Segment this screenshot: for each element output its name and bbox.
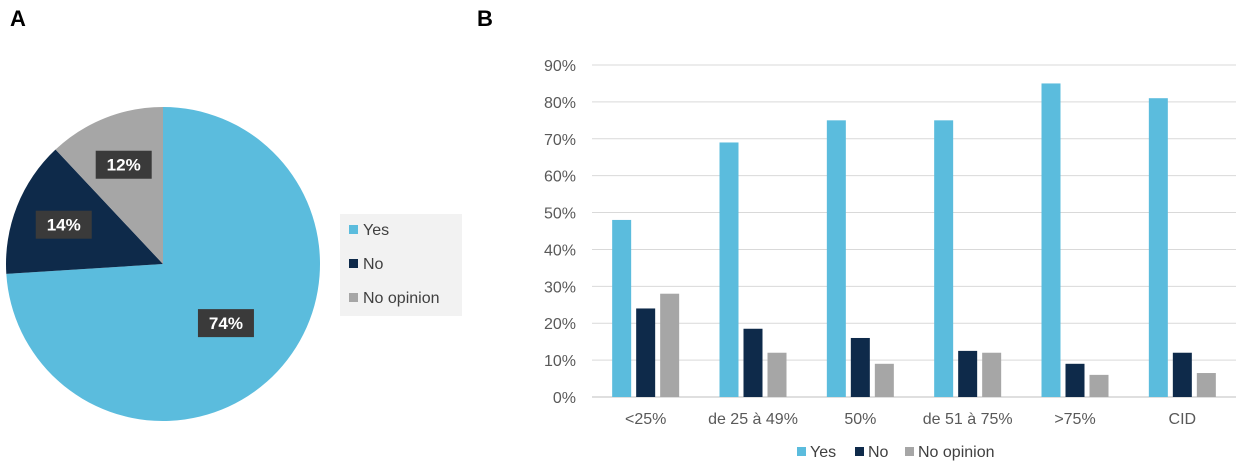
pie-data-label: 12% bbox=[107, 156, 141, 175]
legend-swatch-no bbox=[349, 259, 358, 268]
y-tick-label: 40% bbox=[544, 242, 576, 259]
legend-label-no-opinion: No opinion bbox=[918, 444, 995, 461]
legend-swatch-no-opinion bbox=[349, 293, 358, 302]
panel-label-b: B bbox=[477, 6, 493, 31]
bar-no-opinion bbox=[767, 352, 787, 397]
y-tick-label: 20% bbox=[544, 316, 576, 333]
bar-no-opinion bbox=[874, 363, 894, 397]
legend-label-yes: Yes bbox=[810, 444, 836, 461]
bar-yes bbox=[1041, 83, 1061, 397]
x-tick-label: 50% bbox=[844, 411, 876, 428]
y-tick-label: 50% bbox=[544, 206, 576, 223]
pie-chart: 74% 14% 12% Yes No No opinion bbox=[6, 107, 462, 421]
legend-swatch-yes bbox=[797, 447, 806, 456]
bar-yes bbox=[719, 142, 739, 397]
bar-no bbox=[850, 337, 870, 397]
bar-no-opinion bbox=[1196, 373, 1216, 397]
pie-data-label: 14% bbox=[47, 216, 81, 235]
x-tick-label: de 25 à 49% bbox=[708, 411, 798, 428]
y-tick-label: 0% bbox=[553, 390, 576, 407]
y-tick-label: 70% bbox=[544, 132, 576, 149]
bar-yes bbox=[1148, 98, 1168, 397]
bar-no bbox=[636, 308, 656, 397]
pie-data-label-box bbox=[35, 210, 92, 239]
y-tick-label: 30% bbox=[544, 279, 576, 296]
bar-chart: 0% 10% 20% 30% 40% 50% 60% 70% 80% 90% <25% de 25 … bbox=[544, 58, 1236, 461]
x-tick-label: de 51 à 75% bbox=[923, 411, 1013, 428]
pie-slice-yes bbox=[6, 107, 321, 421]
pie-data-label-box bbox=[95, 150, 152, 179]
pie-legend-box bbox=[340, 214, 462, 316]
y-tick-label: 90% bbox=[544, 58, 576, 75]
bar-no-opinion bbox=[982, 352, 1002, 397]
bar-no bbox=[1065, 363, 1085, 397]
y-tick-label: 60% bbox=[544, 169, 576, 186]
bar-no-opinion bbox=[1089, 374, 1109, 397]
legend-label-no-opinion: No opinion bbox=[363, 290, 440, 307]
bar-no bbox=[743, 328, 763, 397]
legend-swatch-no bbox=[855, 447, 864, 456]
bar-no-opinion bbox=[660, 293, 680, 397]
pie-slice-no-opinion bbox=[55, 107, 163, 264]
bar-no bbox=[958, 350, 978, 397]
x-tick-label: >75% bbox=[1054, 411, 1095, 428]
pie-data-label: 74% bbox=[209, 314, 243, 333]
pie-data-label-box bbox=[197, 309, 254, 338]
y-tick-label: 10% bbox=[544, 353, 576, 370]
bar-yes bbox=[934, 120, 954, 397]
y-tick-label: 80% bbox=[544, 95, 576, 112]
legend-label-yes: Yes bbox=[363, 222, 389, 239]
legend-label-no: No bbox=[868, 444, 889, 461]
legend-swatch-yes bbox=[349, 225, 358, 234]
x-tick-label: <25% bbox=[625, 411, 666, 428]
x-tick-label: CID bbox=[1169, 411, 1197, 428]
bar-yes bbox=[612, 219, 632, 397]
bar-yes bbox=[826, 120, 846, 397]
legend-swatch-no-opinion bbox=[905, 447, 914, 456]
legend-label-no: No bbox=[363, 256, 384, 273]
bar-no bbox=[1172, 352, 1192, 397]
panel-label-a: A bbox=[10, 6, 26, 31]
